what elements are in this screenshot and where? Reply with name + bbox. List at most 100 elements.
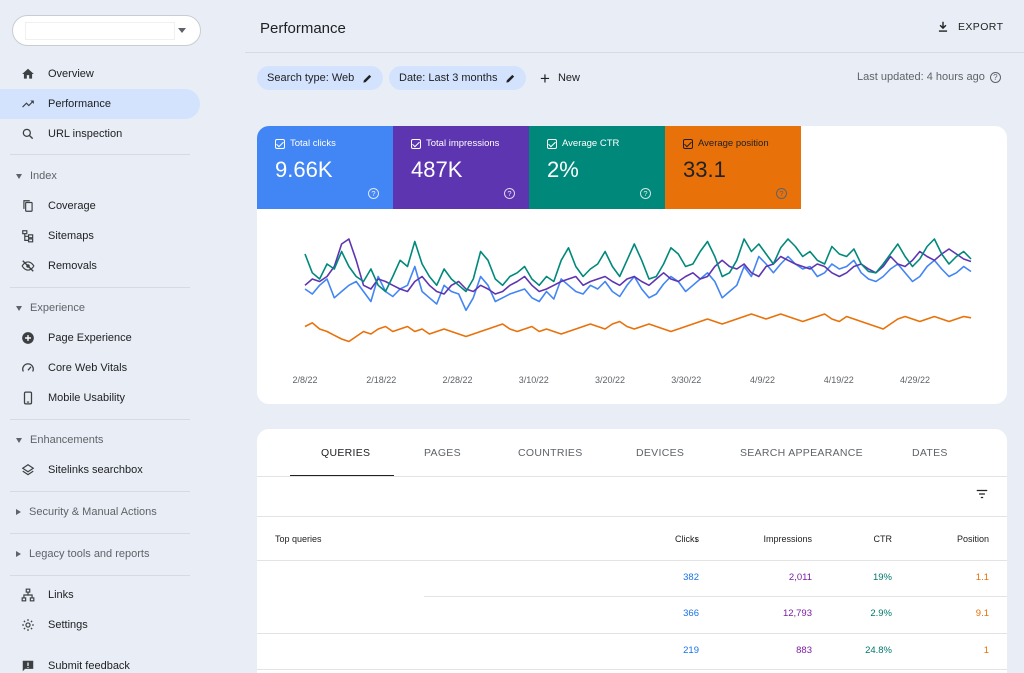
series-line-average-position[interactable]	[304, 313, 972, 343]
file-copy-icon	[20, 198, 36, 214]
series-line-total-clicks[interactable]	[304, 255, 972, 312]
checkbox-checked-icon[interactable]	[411, 138, 421, 149]
sidebar-item-overview[interactable]: Overview	[0, 59, 200, 89]
column-header-top-queries[interactable]: Top queries	[275, 534, 322, 544]
section-security-manual-actions[interactable]: Security & Manual Actions	[0, 500, 200, 524]
sidebar-item-label: Sitelinks searchbox	[48, 464, 143, 476]
sidebar-item-sitelinks-searchbox[interactable]: Sitelinks searchbox	[0, 455, 200, 485]
help-icon[interactable]: ?	[989, 71, 1001, 83]
sidebar-item-page-experience[interactable]: Page Experience	[0, 323, 200, 353]
divider	[10, 154, 190, 155]
help-icon[interactable]: ?	[640, 188, 651, 199]
add-circle-icon	[20, 330, 36, 346]
tab-dates[interactable]: DATES	[912, 447, 948, 459]
clicks-cell: 219	[683, 645, 699, 656]
layers-icon	[20, 462, 36, 478]
metric-total-impressions[interactable]: Total impressions 487K ?	[393, 126, 529, 209]
sidebar-item-label: Sitemaps	[48, 230, 94, 242]
eye-off-icon	[20, 258, 36, 274]
last-updated-text: Last updated: 4 hours ago	[857, 71, 985, 83]
metric-value: 487K	[411, 157, 463, 182]
sidebar-item-submit-feedback[interactable]: Submit feedback	[0, 651, 200, 673]
divider	[257, 633, 1007, 634]
trending-up-icon	[20, 96, 36, 112]
position-cell: 1.1	[975, 572, 989, 583]
filter-list-icon[interactable]	[975, 487, 989, 501]
metric-value: 33.1	[683, 157, 726, 182]
chevron-right-icon	[16, 551, 21, 557]
metric-label: Total clicks	[290, 138, 336, 149]
header-divider	[245, 52, 1024, 53]
sidebar-item-label: Coverage	[48, 200, 96, 212]
divider	[10, 419, 190, 420]
section-experience[interactable]: Experience	[0, 296, 200, 320]
sidebar-item-sitemaps[interactable]: Sitemaps	[0, 221, 200, 251]
phone-icon	[20, 390, 36, 406]
sidebar-item-label: Performance	[48, 98, 111, 110]
line-chart[interactable]: 2/8/22 2/18/22 2/28/22 3/10/22 3/20/22 3/30/2…	[257, 209, 1007, 404]
search-icon	[20, 126, 36, 142]
metric-total-clicks[interactable]: Total clicks 9.66K ?	[257, 126, 393, 209]
tab-countries[interactable]: COUNTRIES	[518, 447, 583, 459]
chevron-down-icon	[178, 28, 186, 33]
series-line-total-impressions[interactable]	[304, 238, 972, 295]
metric-label: Average position	[698, 138, 769, 149]
sidebar-item-links[interactable]: Links	[0, 580, 200, 610]
help-icon[interactable]: ?	[368, 188, 379, 199]
x-tick-label: 4/29/22	[900, 375, 930, 385]
x-tick-label: 3/30/22	[671, 375, 701, 385]
series-line-average-ctr[interactable]	[304, 238, 972, 293]
x-tick-label: 4/19/22	[824, 375, 854, 385]
tab-queries[interactable]: QUERIES	[321, 447, 371, 459]
sidebar-item-core-web-vitals[interactable]: Core Web Vitals	[0, 353, 200, 383]
property-selector[interactable]	[12, 15, 201, 46]
sidebar-item-settings[interactable]: Settings	[0, 610, 200, 640]
divider	[257, 669, 1007, 670]
metric-label: Average CTR	[562, 138, 620, 149]
checkbox-checked-icon[interactable]	[275, 138, 285, 149]
divider	[10, 533, 190, 534]
divider	[10, 575, 190, 576]
column-header-position[interactable]: Position	[956, 534, 989, 544]
x-tick-label: 2/28/22	[442, 375, 472, 385]
sidebar-item-performance[interactable]: Performance	[0, 89, 200, 119]
metric-average-ctr[interactable]: Average CTR 2% ?	[529, 126, 665, 209]
filter-chip-search-type[interactable]: Search type: Web	[257, 66, 384, 90]
sidebar-item-label: Links	[48, 589, 74, 601]
export-button[interactable]: EXPORT	[936, 20, 1003, 34]
sidebar-item-removals[interactable]: Removals	[0, 251, 200, 281]
tab-pages[interactable]: PAGES	[424, 447, 461, 459]
section-enhancements[interactable]: Enhancements	[0, 428, 200, 452]
new-filter-button[interactable]: + New	[540, 66, 580, 90]
column-header-ctr[interactable]: CTR	[873, 534, 893, 544]
sidebar-item-coverage[interactable]: Coverage	[0, 191, 200, 221]
sidebar-item-label: Settings	[48, 619, 88, 631]
column-header-impressions[interactable]: Impressions	[763, 534, 812, 544]
chevron-right-icon	[16, 509, 21, 515]
help-icon[interactable]: ?	[776, 188, 787, 199]
filter-chip-date[interactable]: Date: Last 3 months	[389, 66, 527, 90]
column-header-clicks[interactable]: Clicks	[675, 534, 699, 544]
sidebar-item-label: Core Web Vitals	[48, 362, 128, 374]
section-legacy-tools[interactable]: Legacy tools and reports	[0, 542, 200, 566]
chevron-down-icon	[16, 437, 22, 443]
divider	[10, 491, 190, 492]
ctr-cell: 2.9%	[870, 608, 892, 619]
tab-search-appearance[interactable]: SEARCH APPEARANCE	[740, 447, 863, 459]
sidebar-item-mobile-usability[interactable]: Mobile Usability	[0, 383, 200, 413]
x-tick-label: 3/20/22	[595, 375, 625, 385]
tab-devices[interactable]: DEVICES	[636, 447, 685, 459]
section-index[interactable]: Index	[0, 164, 200, 188]
checkbox-checked-icon[interactable]	[547, 138, 557, 149]
feedback-icon	[20, 658, 36, 673]
sidebar-item-label: Submit feedback	[48, 660, 130, 672]
ctr-cell: 24.8%	[865, 645, 892, 656]
metric-value: 9.66K	[275, 157, 333, 182]
help-icon[interactable]: ?	[504, 188, 515, 199]
metric-value: 2%	[547, 157, 579, 182]
x-tick-label: 4/9/22	[750, 375, 775, 385]
impressions-cell: 883	[796, 645, 812, 656]
metric-average-position[interactable]: Average position 33.1 ?	[665, 126, 801, 209]
checkbox-checked-icon[interactable]	[683, 138, 693, 149]
sidebar-item-url-inspection[interactable]: URL inspection	[0, 119, 200, 149]
